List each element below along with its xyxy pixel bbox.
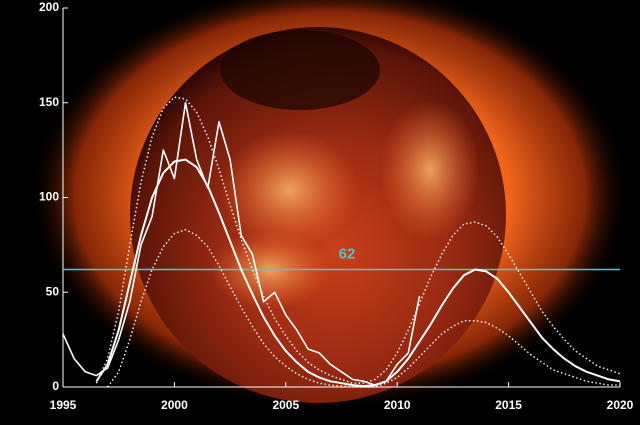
active-region	[380, 100, 480, 240]
x-tick-label: 2005	[272, 398, 299, 412]
reference-label: 62	[339, 245, 356, 262]
y-tick-label: 100	[39, 190, 59, 204]
x-tick-label: 2020	[607, 398, 634, 412]
x-tick-label: 2010	[384, 398, 411, 412]
series-line	[107, 229, 620, 388]
series-line	[95, 158, 621, 388]
x-tick-label: 2000	[161, 398, 188, 412]
plot: 0 50 100 150 200 1995 2000 2005 2010 2015 2020 62	[39, 0, 634, 412]
x-tick-label: 1995	[50, 398, 77, 412]
coronal-hole	[220, 30, 380, 110]
y-tick-label: 0	[52, 379, 59, 393]
y-tick-label: 50	[46, 284, 60, 298]
active-region	[220, 130, 360, 250]
x-tick-label: 2015	[495, 398, 522, 412]
series-line	[62, 102, 421, 386]
y-tick-label: 150	[39, 95, 59, 109]
series-line	[95, 96, 621, 384]
y-tick-label: 200	[39, 0, 59, 14]
